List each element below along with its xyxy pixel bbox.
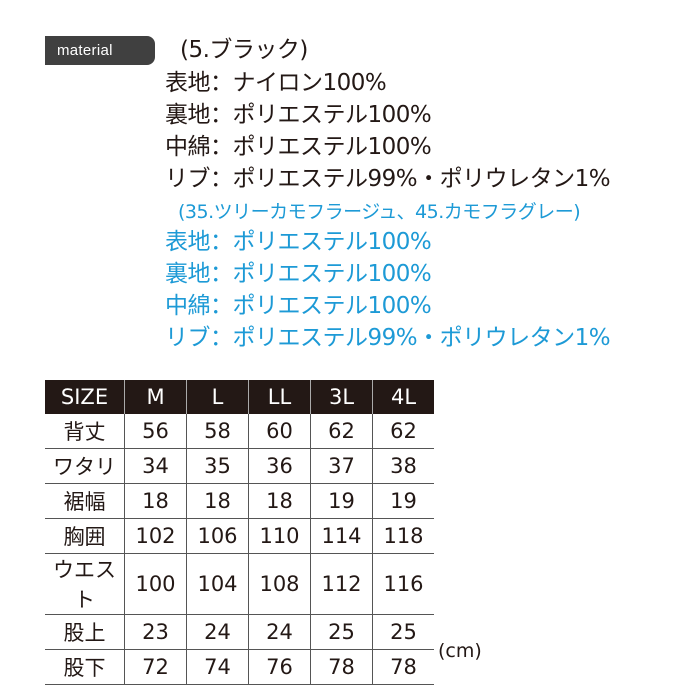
material-line: 裏地：ポリエステル100%	[165, 261, 432, 287]
table-row: ワタリ 34 35 36 37 38	[45, 448, 434, 484]
header-m: M	[124, 380, 187, 414]
header-ll: LL	[248, 380, 311, 414]
table-row: 股上 23 24 24 25 25	[45, 614, 434, 650]
table-cell: 110	[248, 518, 311, 554]
material-line: リブ：ポリエステル99%・ポリウレタン1%	[165, 166, 611, 192]
table-row: 胸囲 102 106 110 114 118	[45, 518, 434, 554]
unit-label: (cm)	[438, 640, 482, 662]
size-table: SIZE M L LL 3L 4L 背丈 56 58 60 62 62 ワタリ 34 35 36 3…	[45, 380, 434, 685]
table-cell: 18	[124, 483, 187, 519]
table-cell: 23	[124, 614, 187, 650]
header-3l: 3L	[310, 380, 373, 414]
black-group-heading: (5.ブラック)	[180, 37, 308, 63]
header-size: SIZE	[45, 380, 125, 414]
table-cell: 38	[372, 448, 434, 484]
table-cell: 62	[372, 414, 434, 449]
table-cell: 118	[372, 518, 434, 554]
camo-group-heading: (35.ツリーカモフラージュ、45.カモフラグレー)	[178, 201, 581, 223]
material-line: 表地：ポリエステル100%	[165, 229, 432, 255]
table-cell: 18	[186, 483, 249, 519]
table-cell: 19	[372, 483, 434, 519]
table-cell: 34	[124, 448, 187, 484]
header-4l: 4L	[372, 380, 434, 414]
row-label: 背丈	[45, 414, 125, 449]
table-cell: 58	[186, 414, 249, 449]
table-row: 背丈 56 58 60 62 62	[45, 414, 434, 449]
table-cell: 72	[124, 649, 187, 685]
material-line: 裏地：ポリエステル100%	[165, 102, 432, 128]
table-row: 股下 72 74 76 78 78	[45, 649, 434, 685]
table-cell: 114	[310, 518, 373, 554]
table-cell: 35	[186, 448, 249, 484]
table-cell: 76	[248, 649, 311, 685]
table-cell: 37	[310, 448, 373, 484]
table-cell: 19	[310, 483, 373, 519]
table-cell: 78	[310, 649, 373, 685]
row-label: 股上	[45, 614, 125, 650]
table-cell: 36	[248, 448, 311, 484]
table-cell: 24	[186, 614, 249, 650]
row-label: 股下	[45, 649, 125, 685]
table-cell: 62	[310, 414, 373, 449]
row-label: ワタリ	[45, 448, 125, 484]
row-label: 胸囲	[45, 518, 125, 554]
table-cell: 25	[310, 614, 373, 650]
table-cell: 108	[248, 553, 311, 615]
table-cell: 25	[372, 614, 434, 650]
table-cell: 112	[310, 553, 373, 615]
table-cell: 56	[124, 414, 187, 449]
table-cell: 18	[248, 483, 311, 519]
table-cell: 74	[186, 649, 249, 685]
table-cell: 116	[372, 553, 434, 615]
table-cell: 100	[124, 553, 187, 615]
table-cell: 24	[248, 614, 311, 650]
table-cell: 106	[186, 518, 249, 554]
table-cell: 78	[372, 649, 434, 685]
material-line: リブ：ポリエステル99%・ポリウレタン1%	[165, 325, 611, 351]
row-label: ウエスト	[45, 553, 125, 615]
material-line: 中綿：ポリエステル100%	[165, 134, 432, 160]
size-table-header: SIZE M L LL 3L 4L	[45, 380, 434, 414]
table-row: ウエスト 100 104 108 112 116	[45, 553, 434, 615]
table-cell: 102	[124, 518, 187, 554]
header-l: L	[186, 380, 249, 414]
material-badge: material	[45, 36, 155, 65]
row-label: 裾幅	[45, 483, 125, 519]
table-cell: 104	[186, 553, 249, 615]
table-row: 裾幅 18 18 18 19 19	[45, 483, 434, 519]
table-cell: 60	[248, 414, 311, 449]
material-line: 表地：ナイロン100%	[165, 70, 387, 96]
material-line: 中綿：ポリエステル100%	[165, 293, 432, 319]
